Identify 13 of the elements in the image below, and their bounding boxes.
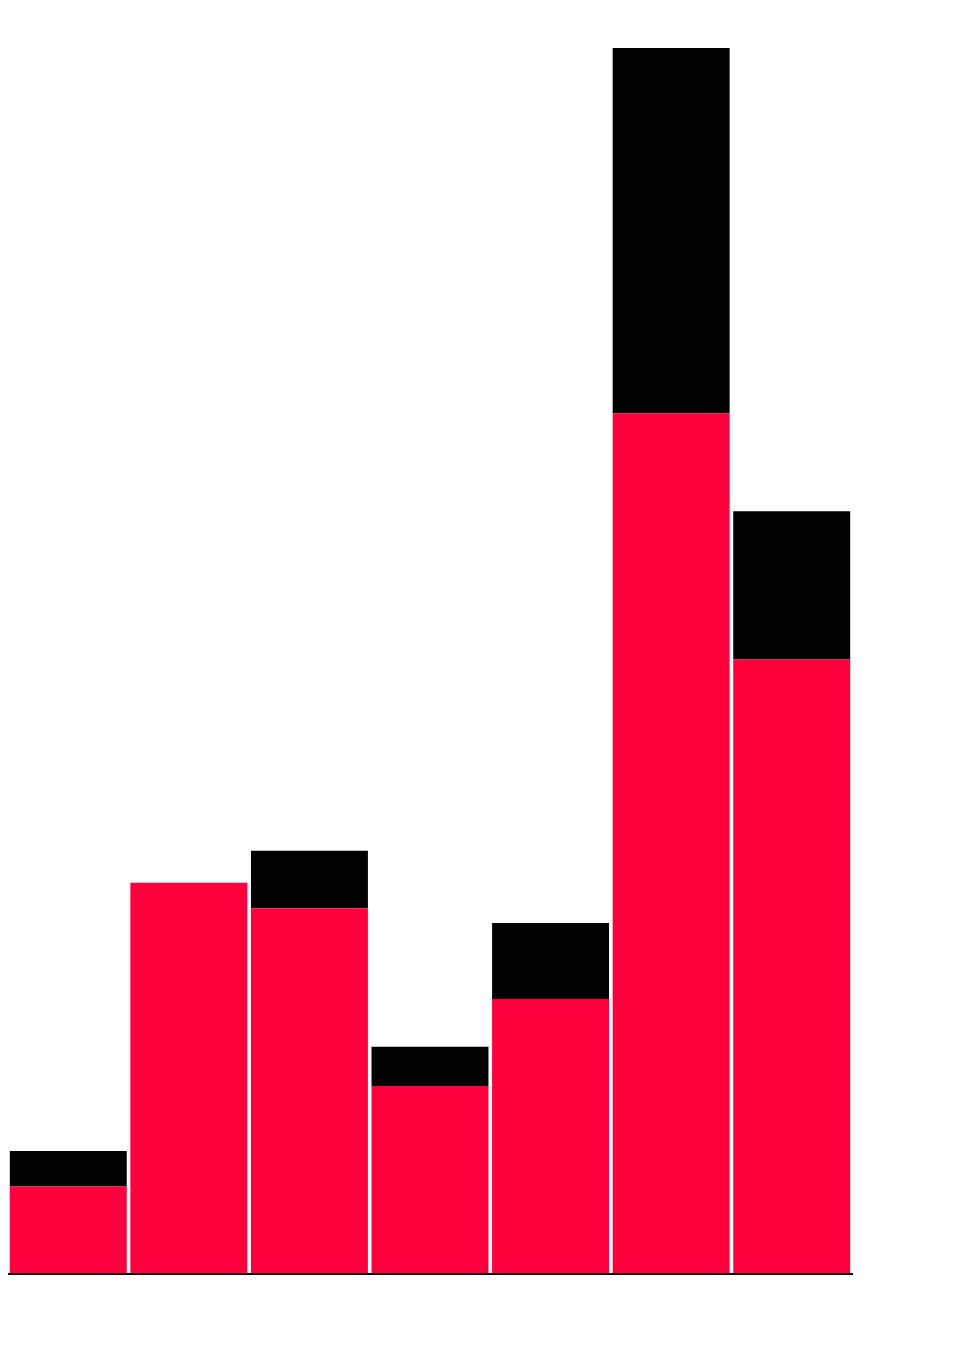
bar	[130, 882, 248, 1274]
bar	[250, 908, 368, 1274]
bar	[371, 1046, 489, 1087]
bar	[492, 923, 610, 1000]
bar	[9, 1151, 127, 1187]
bar	[492, 999, 610, 1274]
bar	[9, 1186, 127, 1274]
bar	[371, 1086, 489, 1274]
bar	[733, 511, 851, 660]
bar	[612, 413, 730, 1274]
bar	[612, 48, 730, 414]
bar	[250, 850, 368, 909]
bar	[733, 659, 851, 1274]
